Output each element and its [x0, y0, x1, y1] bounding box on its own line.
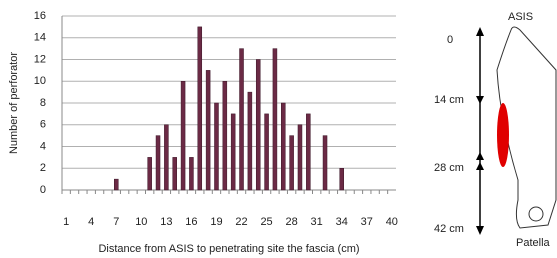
y-tick-label: 14	[34, 32, 46, 44]
scale-label: 14 cm	[434, 94, 464, 106]
perforator-zone	[497, 103, 509, 167]
patella-label: Patella	[516, 237, 551, 249]
bar	[164, 125, 168, 190]
figure: Number of perforator Distance from ASIS …	[0, 0, 557, 258]
bar	[206, 70, 210, 190]
bar	[231, 114, 235, 190]
x-tick-label: 34	[336, 216, 348, 228]
y-tick-label: 8	[40, 97, 46, 109]
x-tick-label: 16	[185, 216, 197, 228]
y-tick-label: 10	[34, 75, 46, 87]
bar	[340, 168, 344, 190]
bar	[189, 157, 193, 190]
bar	[156, 136, 160, 190]
scale-label: 28 cm	[434, 162, 464, 174]
x-tick-label: 19	[210, 216, 222, 228]
x-tick-label: 13	[160, 216, 172, 228]
bar	[173, 157, 177, 190]
x-tick-label: 7	[113, 216, 119, 228]
x-tick-label: 4	[88, 216, 94, 228]
y-tick-label: 0	[40, 184, 46, 196]
bar	[240, 49, 244, 190]
y-tick-label: 12	[34, 53, 46, 65]
y-tick-label: 2	[40, 162, 46, 174]
scale-label: 42 cm	[434, 223, 464, 235]
x-tick-label: 10	[135, 216, 147, 228]
patella-shape	[529, 207, 543, 221]
bar	[148, 157, 152, 190]
bar	[181, 81, 185, 190]
x-tick-label: 37	[361, 216, 373, 228]
bar	[323, 136, 327, 190]
bar	[198, 27, 202, 190]
bar	[298, 125, 302, 190]
y-tick-label: 16	[34, 10, 46, 22]
x-tick-label: 28	[286, 216, 298, 228]
x-tick-label: 1	[63, 216, 69, 228]
x-tick-label: 31	[311, 216, 323, 228]
x-tick-label: 25	[260, 216, 272, 228]
bar	[248, 92, 252, 190]
y-tick-label: 6	[40, 119, 46, 131]
bar	[256, 60, 260, 191]
bar	[273, 49, 277, 190]
y-axis-title: Number of perforator	[8, 52, 20, 154]
bar	[214, 103, 218, 190]
x-tick-label: 40	[386, 216, 398, 228]
bar	[265, 114, 269, 190]
bar	[290, 136, 294, 190]
bar	[306, 114, 310, 190]
bar	[114, 179, 118, 190]
leg-diagram: 0 14 cm 28 cm 42 cm ASIS Patella	[434, 11, 556, 249]
x-axis-title: Distance from ASIS to penetrating site t…	[98, 243, 359, 255]
bar	[281, 103, 285, 190]
y-tick-label: 4	[40, 140, 46, 152]
x-tick-label: 22	[235, 216, 247, 228]
asis-label: ASIS	[508, 11, 533, 23]
scale-label: 0	[447, 34, 453, 46]
bar	[223, 81, 227, 190]
